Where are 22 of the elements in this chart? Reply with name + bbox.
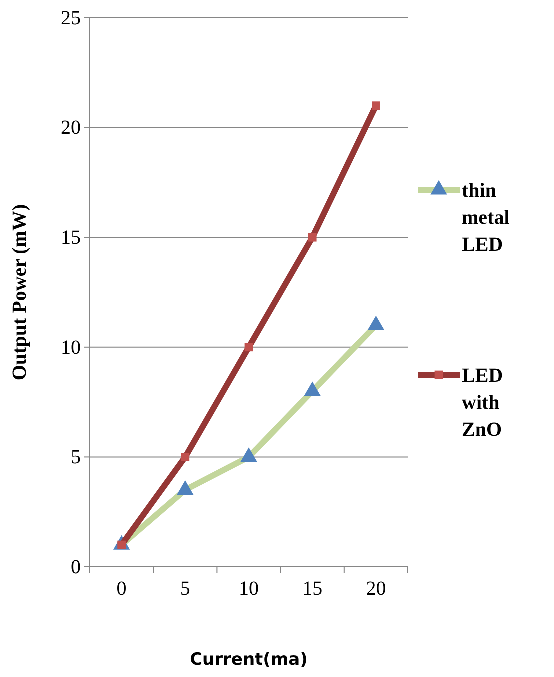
point [304,382,321,396]
y-tick-label: 5 [71,446,81,469]
x-tick-label: 0 [116,578,127,600]
point [308,233,317,242]
x-tick-label: 10 [239,578,259,600]
x-axis-title: Current(ma) [190,650,308,670]
x-tick-label: 5 [180,578,190,600]
point [244,343,254,352]
y-tick-label: 0 [71,556,81,578]
y-tick-label: 20 [61,117,81,140]
point [240,448,258,462]
y-axis-title: Output Power (mW) [9,204,31,381]
y-tick-label: 15 [61,227,81,249]
legend-label: thin metal LED [462,180,510,256]
point [372,102,380,110]
y-tick-label: 25 [61,7,81,30]
point [368,316,385,330]
x-tick-label: 15 [302,578,323,600]
legend-label: LED with ZnO [462,365,504,441]
point [177,480,194,495]
y-tick-label: 10 [61,336,81,359]
x-tick-label: 20 [366,578,386,600]
